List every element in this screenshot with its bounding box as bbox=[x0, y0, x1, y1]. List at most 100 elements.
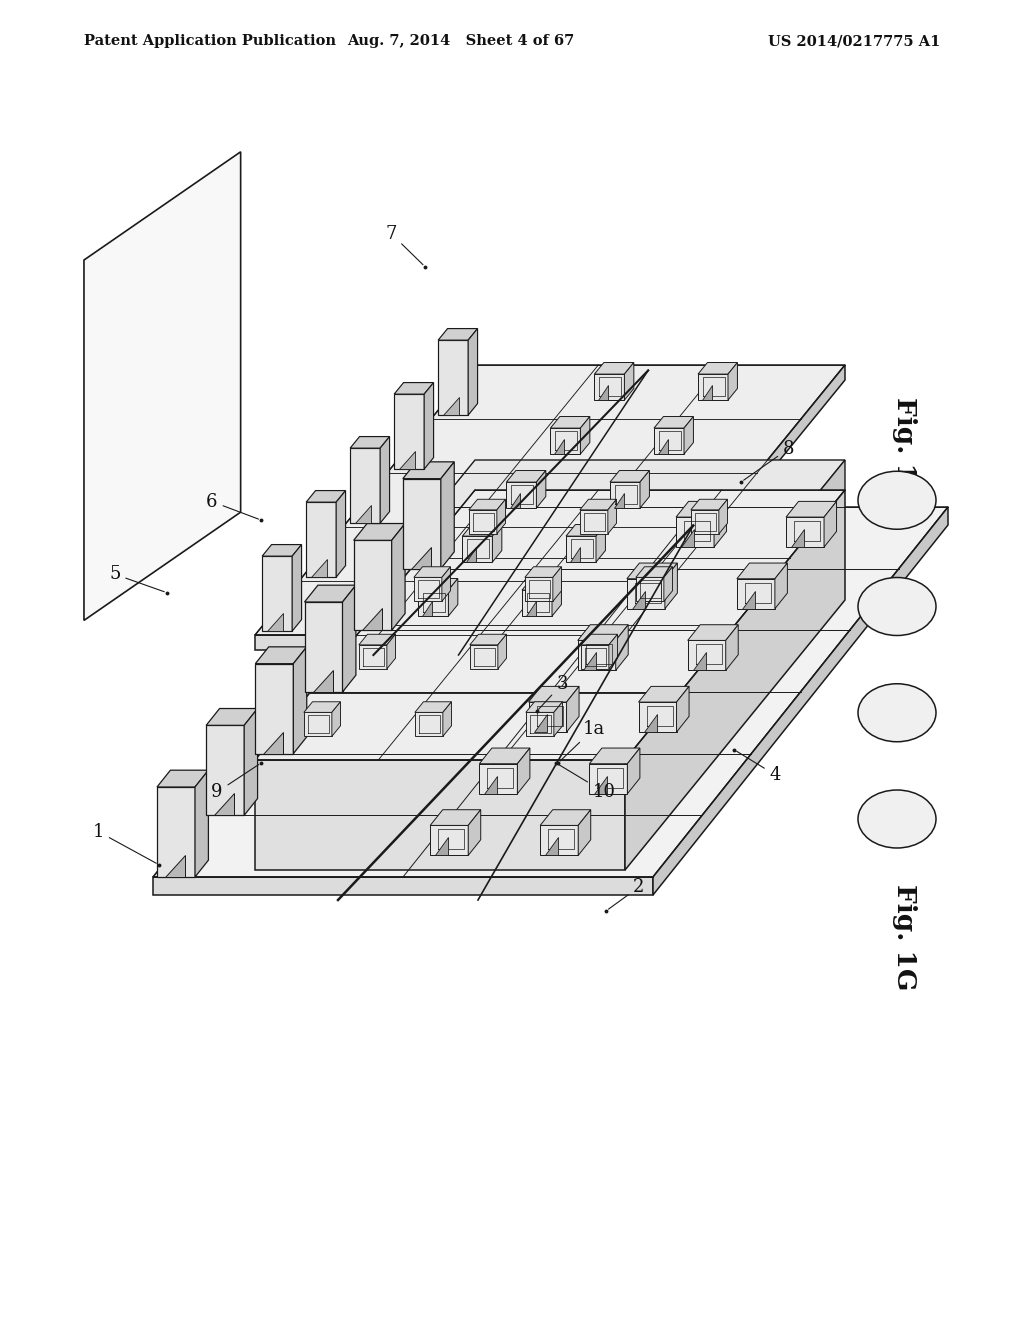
Polygon shape bbox=[350, 437, 389, 449]
Polygon shape bbox=[625, 363, 634, 400]
Polygon shape bbox=[424, 383, 433, 469]
Polygon shape bbox=[262, 545, 302, 556]
Polygon shape bbox=[255, 635, 625, 649]
Polygon shape bbox=[153, 876, 653, 895]
Polygon shape bbox=[786, 517, 824, 546]
Polygon shape bbox=[741, 591, 755, 609]
Polygon shape bbox=[507, 470, 546, 482]
Polygon shape bbox=[522, 578, 561, 590]
Text: 9: 9 bbox=[211, 764, 259, 801]
Text: 7: 7 bbox=[385, 224, 423, 265]
Polygon shape bbox=[528, 686, 579, 702]
Ellipse shape bbox=[858, 789, 936, 847]
Polygon shape bbox=[463, 536, 493, 562]
Polygon shape bbox=[639, 686, 689, 702]
Polygon shape bbox=[438, 341, 468, 416]
Polygon shape bbox=[387, 635, 395, 669]
Polygon shape bbox=[415, 702, 452, 713]
Polygon shape bbox=[691, 499, 727, 510]
Polygon shape bbox=[468, 329, 477, 416]
Text: 1: 1 bbox=[92, 822, 157, 863]
Polygon shape bbox=[468, 809, 480, 855]
Polygon shape bbox=[737, 578, 775, 609]
Polygon shape bbox=[615, 624, 628, 671]
Polygon shape bbox=[541, 825, 579, 855]
Polygon shape bbox=[580, 499, 616, 510]
Polygon shape bbox=[525, 577, 553, 602]
Polygon shape bbox=[306, 502, 336, 577]
Polygon shape bbox=[581, 645, 609, 669]
Polygon shape bbox=[526, 702, 562, 713]
Text: 1a: 1a bbox=[560, 719, 605, 762]
Polygon shape bbox=[636, 566, 673, 577]
Polygon shape bbox=[304, 702, 341, 713]
Polygon shape bbox=[639, 702, 677, 733]
Polygon shape bbox=[692, 652, 706, 671]
Polygon shape bbox=[610, 482, 640, 508]
Polygon shape bbox=[255, 459, 845, 730]
Polygon shape bbox=[702, 385, 712, 400]
Polygon shape bbox=[684, 417, 693, 454]
Polygon shape bbox=[304, 585, 356, 602]
Polygon shape bbox=[402, 462, 455, 479]
Polygon shape bbox=[153, 507, 948, 876]
Polygon shape bbox=[719, 499, 727, 533]
Polygon shape bbox=[479, 748, 529, 764]
Polygon shape bbox=[578, 640, 615, 671]
Polygon shape bbox=[691, 510, 719, 533]
Polygon shape bbox=[214, 793, 234, 816]
Polygon shape bbox=[570, 546, 580, 562]
Polygon shape bbox=[438, 329, 477, 341]
Polygon shape bbox=[469, 499, 506, 510]
Polygon shape bbox=[554, 440, 564, 454]
Polygon shape bbox=[526, 713, 554, 737]
Polygon shape bbox=[566, 686, 579, 733]
Polygon shape bbox=[443, 397, 459, 416]
Polygon shape bbox=[206, 725, 244, 816]
Text: 2: 2 bbox=[608, 878, 645, 909]
Polygon shape bbox=[525, 566, 561, 577]
Polygon shape bbox=[441, 462, 455, 569]
Polygon shape bbox=[590, 764, 628, 793]
Polygon shape bbox=[441, 566, 451, 602]
Polygon shape bbox=[578, 624, 628, 640]
Polygon shape bbox=[714, 502, 727, 546]
Ellipse shape bbox=[858, 471, 936, 529]
Polygon shape bbox=[470, 645, 498, 669]
Text: 5: 5 bbox=[109, 565, 164, 591]
Polygon shape bbox=[566, 536, 596, 562]
Polygon shape bbox=[255, 730, 625, 760]
Polygon shape bbox=[698, 363, 737, 374]
Polygon shape bbox=[627, 564, 678, 578]
Polygon shape bbox=[583, 652, 596, 671]
Polygon shape bbox=[353, 540, 391, 631]
Polygon shape bbox=[498, 635, 507, 669]
Polygon shape bbox=[610, 470, 649, 482]
Polygon shape bbox=[688, 640, 726, 671]
Polygon shape bbox=[643, 714, 656, 733]
Polygon shape bbox=[786, 502, 837, 517]
Polygon shape bbox=[414, 566, 451, 577]
Polygon shape bbox=[244, 709, 258, 816]
Polygon shape bbox=[681, 529, 694, 546]
Polygon shape bbox=[654, 428, 684, 454]
Polygon shape bbox=[534, 714, 547, 733]
Polygon shape bbox=[255, 490, 845, 760]
Text: 8: 8 bbox=[743, 440, 795, 480]
Polygon shape bbox=[157, 787, 195, 876]
Polygon shape bbox=[608, 499, 616, 533]
Text: 3: 3 bbox=[539, 675, 568, 709]
Polygon shape bbox=[551, 417, 590, 428]
Polygon shape bbox=[545, 837, 558, 855]
Text: 4: 4 bbox=[736, 751, 781, 784]
Polygon shape bbox=[419, 590, 449, 616]
Polygon shape bbox=[469, 510, 497, 533]
Polygon shape bbox=[688, 624, 738, 640]
Polygon shape bbox=[677, 686, 689, 733]
Polygon shape bbox=[361, 609, 382, 631]
Polygon shape bbox=[332, 702, 341, 737]
Polygon shape bbox=[653, 507, 948, 895]
Polygon shape bbox=[493, 524, 502, 562]
Polygon shape bbox=[640, 470, 649, 508]
Polygon shape bbox=[517, 748, 529, 793]
